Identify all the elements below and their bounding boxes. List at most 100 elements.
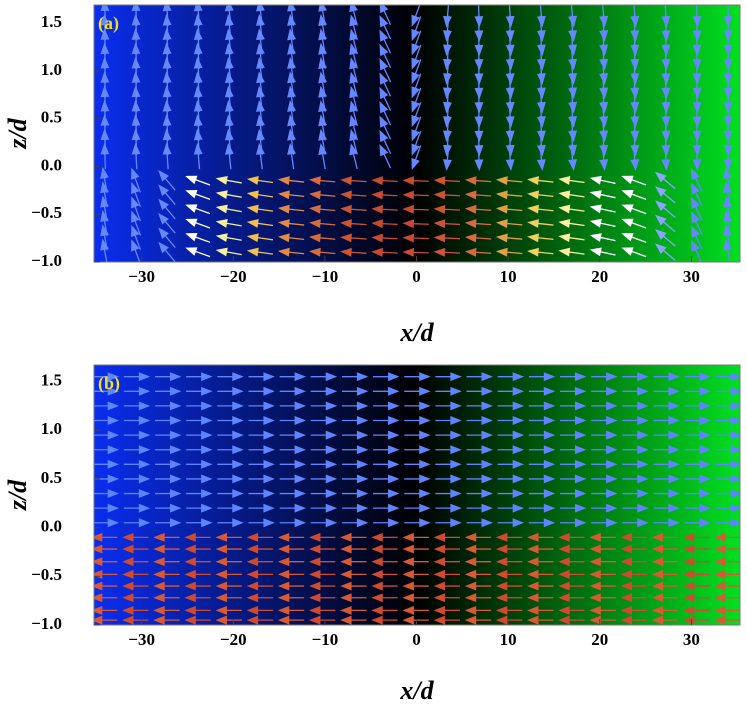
arrow xyxy=(591,503,618,513)
arrow xyxy=(528,503,556,513)
arrow xyxy=(318,143,327,170)
x-tick-label: 0 xyxy=(412,630,421,649)
arrow xyxy=(622,489,649,498)
arrow xyxy=(131,224,141,250)
arrow xyxy=(185,247,211,258)
panel: −30 −20 −10 0 10 20 30 −1.0 −0.5 0.0 0.5 1.0 1.5 (b) x… xyxy=(3,364,741,705)
arrow xyxy=(248,372,275,382)
arrow xyxy=(371,615,398,625)
arrow xyxy=(158,241,176,262)
arrow xyxy=(246,593,274,603)
arrow xyxy=(155,386,182,396)
arrow xyxy=(185,218,211,229)
arrow xyxy=(528,372,556,382)
arrow xyxy=(402,593,429,603)
arrow xyxy=(131,167,141,193)
arrow xyxy=(246,204,274,214)
arrow xyxy=(309,233,336,243)
arrow xyxy=(528,430,556,440)
arrow xyxy=(279,459,307,469)
arrow xyxy=(277,544,305,554)
arrow xyxy=(690,211,703,236)
arrow xyxy=(630,58,640,85)
arrow xyxy=(340,219,367,229)
arrow xyxy=(713,569,740,579)
arrow xyxy=(464,233,492,243)
arrow xyxy=(373,386,400,396)
arrow xyxy=(684,474,712,484)
arrow xyxy=(690,168,703,193)
arrow xyxy=(653,474,680,484)
arrow xyxy=(217,401,244,411)
arrow xyxy=(279,445,307,455)
arrow xyxy=(622,474,649,484)
arrow xyxy=(527,532,554,542)
arrow xyxy=(402,544,429,554)
arrow xyxy=(651,593,679,603)
arrow xyxy=(379,43,392,69)
arrow xyxy=(94,605,118,615)
arrow xyxy=(131,181,141,207)
arrow xyxy=(505,130,515,157)
arrow xyxy=(215,233,242,243)
arrow xyxy=(558,593,585,603)
arrow xyxy=(505,58,515,85)
y-tick-label: 0.0 xyxy=(41,155,62,174)
arrow xyxy=(402,581,429,591)
arrow xyxy=(653,372,680,382)
arrow xyxy=(279,372,307,382)
arrow xyxy=(153,544,180,554)
arrow xyxy=(153,557,180,567)
x-tick-label: 10 xyxy=(500,630,517,649)
arrow xyxy=(379,15,392,40)
arrow xyxy=(341,518,369,528)
y-tick-label: 0.5 xyxy=(41,468,62,487)
arrow xyxy=(123,518,151,528)
arrow xyxy=(558,581,585,591)
arrow xyxy=(435,430,462,440)
arrow xyxy=(435,386,462,396)
arrow xyxy=(536,144,546,171)
arrow xyxy=(651,569,679,579)
arrow xyxy=(558,176,585,185)
arrow xyxy=(215,581,242,591)
arrow xyxy=(505,101,515,128)
arrow xyxy=(651,615,679,625)
arrow xyxy=(654,171,676,190)
arrow xyxy=(620,557,647,567)
arrow xyxy=(495,593,523,603)
arrow xyxy=(123,386,151,396)
arrow xyxy=(435,372,462,382)
arrow xyxy=(94,503,120,513)
arrow xyxy=(341,459,369,469)
arrow xyxy=(308,593,336,603)
arrow xyxy=(340,605,367,615)
arrow xyxy=(94,581,118,591)
arrow xyxy=(653,386,680,396)
arrow xyxy=(94,489,120,498)
arrow xyxy=(402,219,429,229)
arrow xyxy=(684,459,712,469)
arrow xyxy=(497,474,525,484)
arrow xyxy=(94,532,118,542)
arrow xyxy=(528,459,556,469)
arrow xyxy=(466,386,493,396)
arrow xyxy=(497,503,525,513)
arrow xyxy=(622,416,649,425)
x-tick-label: 20 xyxy=(591,630,608,649)
arrow xyxy=(433,605,461,615)
arrow xyxy=(185,190,211,200)
arrow xyxy=(308,615,336,625)
arrow xyxy=(402,532,429,542)
arrow xyxy=(371,605,398,615)
arrow xyxy=(94,518,120,528)
arrow xyxy=(560,372,587,382)
arrow xyxy=(505,87,515,114)
arrow xyxy=(527,233,554,243)
arrow xyxy=(402,615,429,625)
arrow xyxy=(528,445,556,455)
arrow xyxy=(433,233,461,243)
arrow xyxy=(404,416,431,425)
arrow xyxy=(341,489,369,498)
arrow xyxy=(185,204,211,215)
